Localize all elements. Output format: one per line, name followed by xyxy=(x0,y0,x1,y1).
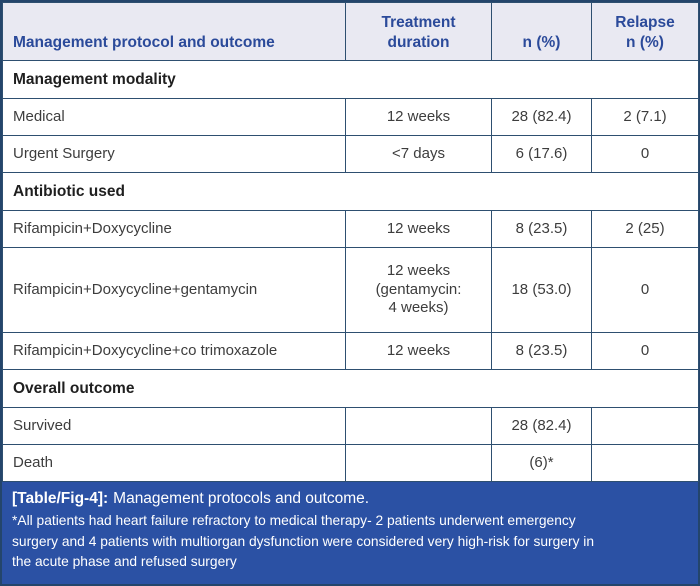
cell-n-pct: (6)* xyxy=(491,444,592,482)
results-table: Management protocol and outcome Treatmen… xyxy=(2,2,699,482)
section-label: Antibiotic used xyxy=(2,172,699,211)
cell-n-pct: 8 (23.5) xyxy=(491,210,592,248)
cell-duration xyxy=(345,444,492,482)
footnote-line: *All patients had heart failure refracto… xyxy=(12,513,576,528)
cell-relapse: 0 xyxy=(591,332,699,370)
table-row-urgent-surgery: Urgent Surgery <7 days 6 (17.6) 0 xyxy=(2,135,699,173)
cell-relapse: 2 (25) xyxy=(591,210,699,248)
cell-duration: 12 weeks xyxy=(345,210,492,248)
section-row-management-modality: Management modality xyxy=(2,60,699,99)
table-row-medical: Medical 12 weeks 28 (82.4) 2 (7.1) xyxy=(2,98,699,136)
header-cell-protocol: Management protocol and outcome xyxy=(2,2,346,61)
table-row-rif-dox-cotrimoxazole: Rifampicin+Doxycycline+co trimoxazole 12… xyxy=(2,332,699,370)
cell-n-pct: 6 (17.6) xyxy=(491,135,592,173)
cell-relapse: 0 xyxy=(591,135,699,173)
caption-label: [Table/Fig-4]: xyxy=(12,490,109,507)
header-cell-duration: Treatment duration xyxy=(345,2,492,61)
cell-relapse xyxy=(591,407,699,445)
cell-n-pct: 28 (82.4) xyxy=(491,407,592,445)
footnote-line: surgery and 4 patients with multiorgan d… xyxy=(12,533,595,549)
cell-n-pct: 28 (82.4) xyxy=(491,98,592,136)
cell-protocol: Rifampicin+Doxycycline+gentamycin xyxy=(2,247,346,333)
cell-n-pct: 8 (23.5) xyxy=(491,332,592,370)
table-row-death: Death (6)* xyxy=(2,444,699,482)
caption-text: Management protocols and outcome. xyxy=(113,490,370,507)
cell-protocol: Death xyxy=(2,444,346,482)
cell-protocol: Rifampicin+Doxycycline xyxy=(2,210,346,248)
cell-relapse: 2 (7.1) xyxy=(591,98,699,136)
footnote-line: the acute phase and refused surgery xyxy=(12,554,237,570)
section-row-overall-outcome: Overall outcome xyxy=(2,369,699,408)
cell-duration xyxy=(345,407,492,445)
cell-relapse: 0 xyxy=(591,247,699,333)
cell-protocol: Urgent Surgery xyxy=(2,135,346,173)
cell-duration: 12 weeks xyxy=(345,332,492,370)
header-cell-n-pct: n (%) xyxy=(491,2,592,61)
section-label: Management modality xyxy=(2,60,699,99)
section-row-antibiotic-used: Antibiotic used xyxy=(2,172,699,211)
table-row-rif-dox: Rifampicin+Doxycycline 12 weeks 8 (23.5)… xyxy=(2,210,699,248)
cell-protocol: Medical xyxy=(2,98,346,136)
cell-n-pct: 18 (53.0) xyxy=(491,247,592,333)
table-caption-bar: [Table/Fig-4]: Management protocols and o… xyxy=(2,482,698,584)
table-row-survived: Survived 28 (82.4) xyxy=(2,407,699,445)
cell-protocol: Rifampicin+Doxycycline+co trimoxazole xyxy=(2,332,346,370)
table-header-row: Management protocol and outcome Treatmen… xyxy=(2,2,699,61)
table-caption: [Table/Fig-4]: Management protocols and o… xyxy=(12,490,686,508)
cell-protocol: Survived xyxy=(2,407,346,445)
cell-duration: 12 weeks (gentamycin: 4 weeks) xyxy=(345,247,492,333)
table-row-rif-dox-gentamycin: Rifampicin+Doxycycline+gentamycin 12 wee… xyxy=(2,247,699,333)
cell-duration: <7 days xyxy=(345,135,492,173)
cell-duration: 12 weeks xyxy=(345,98,492,136)
section-label: Overall outcome xyxy=(2,369,699,408)
header-cell-relapse: Relapse n (%) xyxy=(591,2,699,61)
cell-relapse xyxy=(591,444,699,482)
